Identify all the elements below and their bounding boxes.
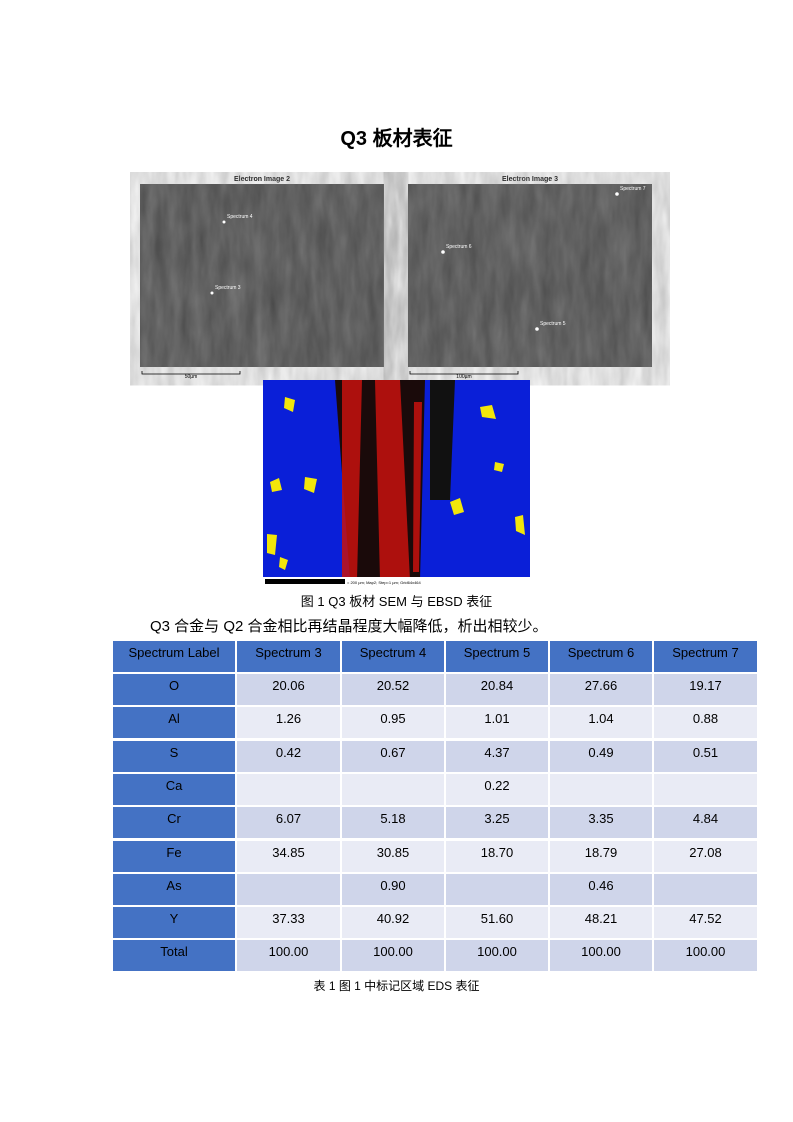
data-cell: 4.84 <box>654 807 757 839</box>
title: Q3 板材表征 <box>340 128 453 150</box>
data-cell: 6.07 <box>237 807 340 839</box>
row-label: S <box>113 740 235 772</box>
data-cell: 5.18 <box>342 807 444 839</box>
data-cell: 27.66 <box>550 674 652 705</box>
point <box>210 291 214 295</box>
data-cell: 0.95 <box>342 707 444 739</box>
data-cell: 1.04 <box>550 707 652 739</box>
data-cell <box>550 773 652 805</box>
figure: Electron Image 2 Spectrum 4 Spectrum 3 5… <box>140 176 652 587</box>
ebsd-scale-text: = 200 µm; Map2; Step=1 µm; Grid64x464 <box>347 580 422 585</box>
data-cell <box>654 773 757 805</box>
header-cell: Spectrum 3 <box>237 641 340 672</box>
spectrum-label: Spectrum 5 <box>540 321 566 327</box>
header-cell: Spectrum Label <box>113 641 235 672</box>
data-cell: 1.26 <box>237 707 340 739</box>
data-cell: 3.35 <box>550 807 652 839</box>
data-cell: 19.17 <box>654 674 757 705</box>
spectrum-label: Spectrum 7 <box>620 186 646 192</box>
point <box>535 327 539 331</box>
row-label: Al <box>113 707 235 739</box>
data-cell: 30.85 <box>342 840 444 872</box>
data-cell <box>654 873 757 905</box>
data-cell: 0.67 <box>342 740 444 772</box>
data-cell: 51.60 <box>446 907 548 939</box>
figure-caption: 图 1 Q3 板材 SEM 与 EBSD 表征 <box>300 594 493 609</box>
row-label: As <box>113 873 235 905</box>
data-cell <box>237 873 340 905</box>
scale-text: 50µm <box>185 374 198 380</box>
data-cell: 100.00 <box>550 940 652 972</box>
data-cell: 20.52 <box>342 674 444 705</box>
row-label: Total <box>113 940 235 972</box>
image-title: Electron Image 2 <box>234 176 290 183</box>
data-cell: 1.01 <box>446 707 548 739</box>
data-cell: 0.51 <box>654 740 757 772</box>
data-cell <box>237 773 340 805</box>
data-cell: 47.52 <box>654 907 757 939</box>
data-cell: 100.00 <box>342 940 444 972</box>
point <box>222 220 226 224</box>
data-cell: 0.42 <box>237 740 340 772</box>
scale-bar <box>409 371 519 375</box>
data-cell: 18.79 <box>550 840 652 872</box>
sem-texture <box>408 184 652 367</box>
data-cell: 4.37 <box>446 740 548 772</box>
data-cell: 0.46 <box>550 873 652 905</box>
image-title: Electron Image 3 <box>502 176 558 183</box>
header-cell: Spectrum 6 <box>550 641 652 672</box>
data-cell: 0.22 <box>446 773 548 805</box>
row-label: Fe <box>113 840 235 872</box>
spectrum-label: Spectrum 6 <box>446 244 472 250</box>
data-cell: 0.49 <box>550 740 652 772</box>
data-cell: 20.06 <box>237 674 340 705</box>
spectrum-label: Spectrum 4 <box>227 214 253 220</box>
spectrum-label: Spectrum 3 <box>215 285 241 291</box>
row-label: Y <box>113 907 235 939</box>
scale-text: 100µm <box>456 374 471 380</box>
data-cell: 27.08 <box>654 840 757 872</box>
header-cell: Spectrum 4 <box>342 641 444 672</box>
data-cell: 0.88 <box>654 707 757 739</box>
data-cell: 20.84 <box>446 674 548 705</box>
data-cell: 3.25 <box>446 807 548 839</box>
data-cell: 34.85 <box>237 840 340 872</box>
data-cell: 18.70 <box>446 840 548 872</box>
row-label: O <box>113 674 235 705</box>
point <box>615 192 619 196</box>
table-caption: 表 1 图 1 中标记区域 EDS 表征 <box>313 979 480 993</box>
data-cell: 100.00 <box>446 940 548 972</box>
sem-texture <box>140 184 384 367</box>
data-cell: 40.92 <box>342 907 444 939</box>
scale-bar <box>141 371 241 375</box>
data-cell: 37.33 <box>237 907 340 939</box>
data-cell <box>342 773 444 805</box>
data-cell <box>446 873 548 905</box>
data-cell: 100.00 <box>654 940 757 972</box>
paragraph: Q3 合金与 Q2 合金相比再结晶程度大幅降低，析出相较少。 <box>150 618 548 635</box>
data-cell: 100.00 <box>237 940 340 972</box>
header-cell: Spectrum 5 <box>446 641 548 672</box>
data-cell: 48.21 <box>550 907 652 939</box>
row-label: Cr <box>113 807 235 839</box>
data-cell: 0.90 <box>342 873 444 905</box>
header-cell: Spectrum 7 <box>654 641 757 672</box>
row-label: Ca <box>113 773 235 805</box>
point <box>441 250 445 254</box>
ebsd-map: = 200 µm; Map2; Step=1 µm; Grid64x464 <box>263 380 530 587</box>
